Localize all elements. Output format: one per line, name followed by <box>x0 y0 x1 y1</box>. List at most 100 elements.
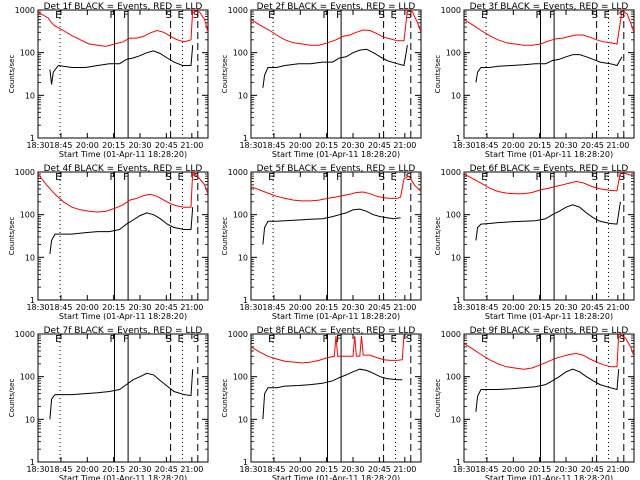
x-tick-label: 21:00 <box>393 303 416 312</box>
time-marker-label: E <box>481 172 487 183</box>
x-tick-label: 20:30 <box>341 303 364 312</box>
time-marker-label: E <box>481 334 487 345</box>
time-marker-label: S <box>193 10 199 21</box>
x-tick-label: 21:00 <box>606 465 629 474</box>
subplot: Det 6f BLACK = Events, RED = LLD 1 10 100 10… <box>434 164 635 321</box>
y-axis-label: Counts/sec <box>8 379 16 418</box>
time-marker-label: S <box>592 10 598 21</box>
time-marker-label: F <box>336 10 342 21</box>
y-tick-label: 10 <box>25 415 35 424</box>
time-marker-label: E <box>604 172 610 183</box>
time-marker-label: F <box>323 334 329 345</box>
events-series-line <box>49 207 194 255</box>
y-axis-label: Counts/sec <box>221 55 229 94</box>
x-tick-label: 20:30 <box>128 141 151 150</box>
time-marker-label: S <box>166 334 172 345</box>
x-tick-label: 18:45 <box>262 465 285 474</box>
time-marker-label: S <box>592 334 598 345</box>
y-tick-label: 100 <box>446 49 461 58</box>
x-tick-label: 20:30 <box>341 141 364 150</box>
x-tick-label: 21:00 <box>180 303 203 312</box>
time-marker-label: F <box>323 10 329 21</box>
time-marker-label: F <box>123 172 129 183</box>
subplot: Det 8f BLACK = Events, RED = LLD 1 10 100 10… <box>221 326 422 480</box>
plot-frame <box>250 333 422 463</box>
subplot-title: Det 1f BLACK = Events, RED = LLD <box>44 2 203 12</box>
lld-series-line <box>251 10 421 46</box>
y-tick-label: 10 <box>25 253 35 262</box>
time-marker-label: F <box>536 334 542 345</box>
x-tick-label: 20:00 <box>76 303 99 312</box>
x-tick-label: 20:45 <box>155 303 178 312</box>
x-tick-label: 18:45 <box>49 303 72 312</box>
x-tick-label: 20:00 <box>289 303 312 312</box>
x-tick-label: 20:00 <box>289 465 312 474</box>
y-tick-label: 10 <box>238 91 248 100</box>
time-marker-label: F <box>549 172 555 183</box>
time-marker-label: E <box>604 10 610 21</box>
y-tick-label: 10 <box>238 253 248 262</box>
y-tick-label: 10 <box>451 91 461 100</box>
y-tick-label: 1000 <box>228 6 248 15</box>
x-tick-label: 18:45 <box>262 303 285 312</box>
x-tick-label: 20:15 <box>102 141 125 150</box>
time-marker-label: F <box>110 334 116 345</box>
time-marker-label: F <box>536 10 542 21</box>
y-tick-label: 100 <box>233 373 248 382</box>
x-tick-label: 18:30 <box>452 141 475 150</box>
time-marker-label: E <box>391 10 397 21</box>
subplot-title: Det 4f BLACK = Events, RED = LLD <box>44 164 203 174</box>
time-marker-label: S <box>379 334 385 345</box>
y-tick-label: 1 <box>456 296 461 305</box>
x-tick-label: 20:45 <box>155 465 178 474</box>
y-tick-label: 1000 <box>228 330 248 339</box>
time-marker-label: E <box>178 334 184 345</box>
lld-series-line <box>38 172 208 213</box>
y-axis-label: Counts/sec <box>434 217 442 256</box>
time-marker-label: F <box>110 172 116 183</box>
y-tick-label: 1000 <box>228 168 248 177</box>
events-series-line <box>262 368 403 420</box>
y-tick-label: 1000 <box>441 330 461 339</box>
y-tick-label: 1000 <box>441 168 461 177</box>
x-tick-label: 20:45 <box>368 303 391 312</box>
time-marker-label: S <box>379 172 385 183</box>
lld-series-line <box>464 172 634 195</box>
x-tick-label: 20:15 <box>528 303 551 312</box>
events-series-line <box>49 45 194 85</box>
y-tick-label: 100 <box>446 211 461 220</box>
lld-series-line <box>251 175 421 202</box>
x-tick-label: 18:30 <box>26 141 49 150</box>
time-marker-label: E <box>55 334 61 345</box>
y-tick-label: 1000 <box>15 168 35 177</box>
time-marker-label: S <box>406 334 412 345</box>
y-axis-label: Counts/sec <box>8 217 16 256</box>
plot-frame <box>37 333 209 463</box>
time-marker-label: F <box>336 172 342 183</box>
x-tick-label: 21:00 <box>606 141 629 150</box>
y-tick-label: 1 <box>456 134 461 143</box>
time-marker-label: E <box>268 10 274 21</box>
x-tick-label: 18:45 <box>49 141 72 150</box>
x-tick-label: 20:30 <box>554 141 577 150</box>
subplot: Det 5f BLACK = Events, RED = LLD 1 10 100 10… <box>221 164 422 321</box>
x-tick-label: 20:45 <box>155 141 178 150</box>
plot-frame <box>250 9 422 139</box>
x-tick-label: 20:30 <box>128 303 151 312</box>
subplot: Det 2f BLACK = Events, RED = LLD 1 10 100 10… <box>221 2 422 159</box>
y-tick-label: 1 <box>243 134 248 143</box>
lld-series-line <box>464 334 634 370</box>
time-marker-label: S <box>592 172 598 183</box>
subplot-title: Det 3f BLACK = Events, RED = LLD <box>470 2 629 12</box>
time-marker-label: S <box>166 10 172 21</box>
x-tick-label: 21:00 <box>393 141 416 150</box>
time-marker-label: E <box>178 172 184 183</box>
y-axis-label: Counts/sec <box>434 379 442 418</box>
y-tick-label: 1 <box>30 296 35 305</box>
subplot: Det 9f BLACK = Events, RED = LLD 1 10 100 10… <box>434 326 635 480</box>
x-tick-label: 20:00 <box>289 141 312 150</box>
x-axis-label: Start Time (01-Apr-11 18:28:20) <box>485 474 613 480</box>
subplot: Det 7f BLACK = Events, RED = LLD 1 10 100 10… <box>8 326 209 480</box>
events-series-line <box>262 208 401 245</box>
time-marker-label: S <box>619 334 625 345</box>
